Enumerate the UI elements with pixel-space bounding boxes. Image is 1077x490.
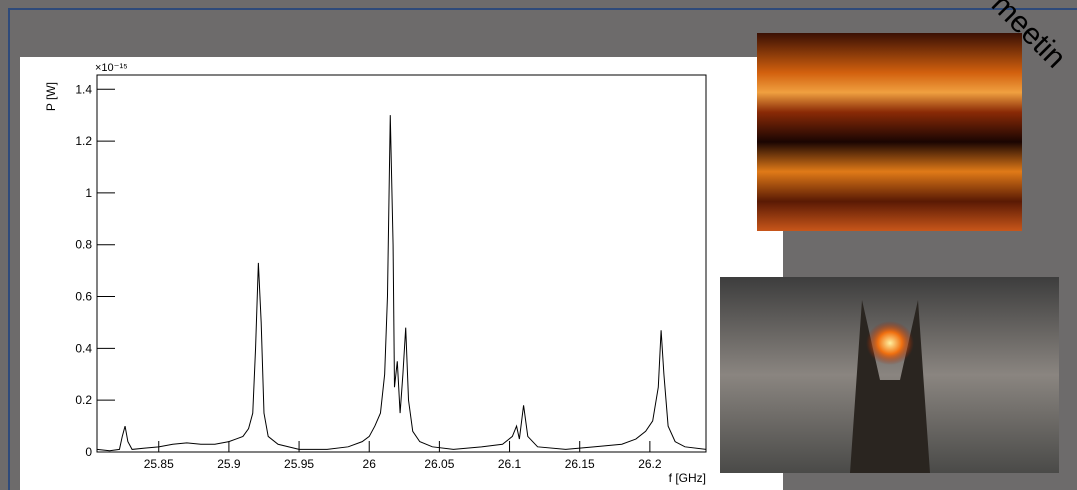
x-tick-label: 25.95 bbox=[284, 457, 314, 471]
x-tick-label: 25.9 bbox=[217, 457, 241, 471]
y-tick-label: 0.4 bbox=[75, 341, 92, 355]
x-tick-label: 26 bbox=[363, 457, 377, 471]
frame bbox=[8, 8, 1077, 490]
spectrum-line bbox=[96, 115, 707, 452]
image-spectrogram bbox=[757, 33, 1022, 231]
eye bbox=[866, 321, 914, 365]
y-tick-label: 1 bbox=[85, 186, 92, 200]
y-tick-label: 0.6 bbox=[75, 290, 92, 304]
y-axis-label: P [W] bbox=[44, 82, 58, 111]
y-tick-label: 0.8 bbox=[75, 238, 92, 252]
y-multiplier: ×10⁻¹⁵ bbox=[95, 62, 128, 74]
x-axis-label: f [GHz] bbox=[669, 471, 706, 485]
x-tick-label: 26.1 bbox=[498, 457, 522, 471]
x-tick-label: 26.2 bbox=[638, 457, 662, 471]
y-tick-label: 0 bbox=[85, 445, 92, 459]
x-tick-label: 26.15 bbox=[565, 457, 595, 471]
x-tick-label: 26.05 bbox=[424, 457, 454, 471]
x-tick-label: 25.85 bbox=[144, 457, 174, 471]
plot-frame bbox=[96, 74, 707, 453]
y-tick-label: 1.4 bbox=[75, 82, 92, 96]
y-tick-label: 1.2 bbox=[75, 134, 92, 148]
y-tick-label: 0.2 bbox=[75, 393, 92, 407]
plot-canvas bbox=[20, 57, 783, 490]
